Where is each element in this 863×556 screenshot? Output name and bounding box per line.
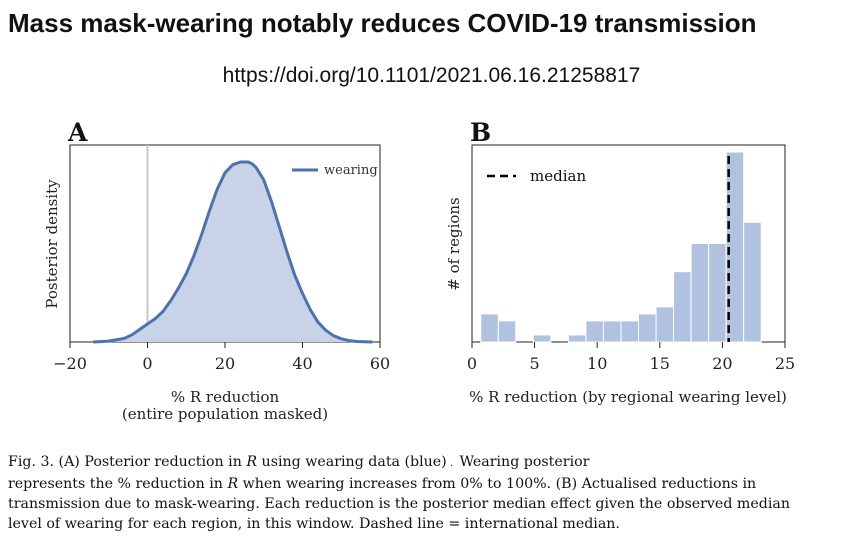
chart-b-tick-label: 20: [712, 354, 732, 373]
histogram-bar: [480, 313, 499, 343]
caption-text: using wearing data (blue): [257, 454, 447, 470]
caption-line-3: transmission due to mask-wearing. Each r…: [8, 496, 790, 512]
chart-b-tick-label: 15: [650, 354, 670, 373]
histogram-bars: [480, 151, 762, 343]
histogram-bar: [690, 243, 710, 343]
legend-wearing-label: wearing: [324, 163, 378, 178]
chart-a-tick-label: −20: [53, 354, 87, 373]
chart-b-ylabel: # of regions: [445, 197, 463, 291]
figure-caption: Fig. 3. (A) Posterior reduction in R usi…: [8, 452, 858, 534]
histogram-bar: [708, 243, 727, 343]
page-title: Mass mask-wearing notably reduces COVID-…: [8, 8, 757, 38]
histogram-bar: [497, 320, 517, 343]
caption-text: represents the % reduction in: [8, 476, 228, 492]
chart-b-tick-label: 0: [467, 354, 477, 373]
posterior-density-area: [93, 162, 373, 342]
histogram-bar: [673, 271, 692, 343]
caption-line-1: Fig. 3. (A) Posterior reduction in R usi…: [8, 454, 590, 470]
caption-text: Fig. 3. (A) Posterior reduction in: [8, 454, 247, 470]
chart-a-tick-label: 0: [142, 354, 152, 373]
histogram-bar: [567, 334, 587, 343]
legend-median-label: median: [530, 167, 586, 185]
chart-b-tick-label: 10: [587, 354, 607, 373]
histogram-bar: [743, 221, 762, 343]
panel-a-label: A: [68, 118, 88, 147]
caption-line-4: level of wearing for each region, in thi…: [8, 516, 620, 532]
histogram-bar: [655, 306, 675, 343]
panel-b-label: B: [470, 118, 492, 147]
caption-line-2: represents the % reduction in R when wea…: [8, 474, 858, 494]
caption-text: when wearing increases from 0% to 100%. …: [238, 476, 757, 492]
histogram-bar: [585, 320, 604, 343]
histogram-bar: [638, 313, 657, 343]
figure-svg: −20 0 20 40 60 % R reduction (entire populat…: [43, 144, 795, 423]
posterior-density-line: [93, 160, 373, 344]
chart-a-xlabel-line2: (entire population masked): [122, 405, 328, 423]
chart-b-tick-label: 5: [530, 354, 540, 373]
chart-b-x-ticks: 0 5 10 15 20 25: [467, 342, 795, 373]
histogram-bar: [602, 320, 622, 343]
chart-b: 0 5 10 15 20 25 % R reduction (by regional we…: [445, 144, 795, 406]
caption-text: Wearing posterior: [459, 454, 590, 470]
caption-r-italic: R: [227, 476, 239, 492]
chart-a-ylabel: Posterior density: [43, 179, 61, 309]
chart-a-xlabel-line1: % R reduction: [171, 388, 280, 406]
chart-a-tick-label: 40: [292, 354, 312, 373]
histogram-bar: [532, 334, 552, 343]
chart-b-tick-label: 25: [775, 354, 795, 373]
chart-a-tick-label: 60: [370, 354, 390, 373]
caption-r-italic: R: [246, 454, 258, 470]
chart-b-xlabel: % R reduction (by regional wearing level…: [469, 388, 787, 406]
chart-a: −20 0 20 40 60 % R reduction (entire populat…: [43, 144, 390, 423]
histogram-bar: [620, 320, 640, 343]
chart-a-tick-label: 20: [215, 354, 235, 373]
doi-link[interactable]: https://doi.org/10.1101/2021.06.16.21258…: [222, 64, 641, 87]
chart-a-x-ticks: −20 0 20 40 60: [53, 342, 390, 373]
